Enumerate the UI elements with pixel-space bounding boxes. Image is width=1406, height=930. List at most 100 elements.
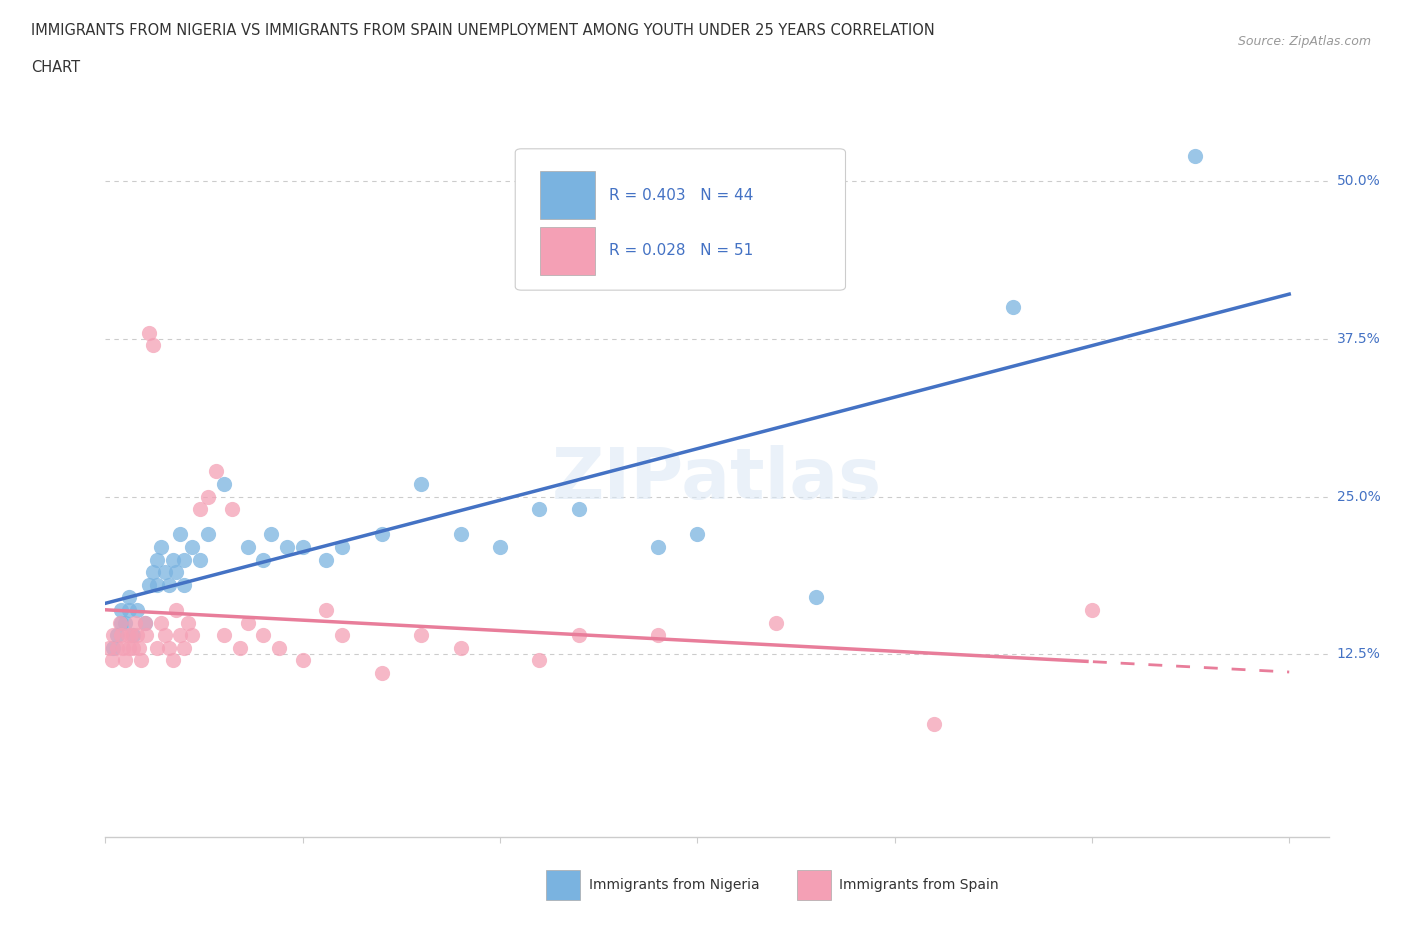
Point (169, 628, 191, 643)
Text: IMMIGRANTS FROM NIGERIA VS IMMIGRANTS FROM SPAIN UNEMPLOYMENT AMONG YOUTH UNDER : IMMIGRANTS FROM NIGERIA VS IMMIGRANTS FR… (31, 23, 935, 38)
Point (105, 628, 128, 643)
Point (529, 653, 551, 668)
Point (489, 539, 512, 554)
Text: Source: ZipAtlas.com: Source: ZipAtlas.com (1237, 35, 1371, 48)
Text: ZIPatlas: ZIPatlas (553, 445, 882, 514)
Point (98, 641, 121, 656)
Point (128, 641, 150, 656)
Point (149, 615, 172, 630)
Point (135, 628, 157, 643)
Point (197, 489, 219, 504)
Point (142, 565, 165, 579)
Point (315, 552, 337, 567)
Point (110, 615, 132, 630)
Point (260, 527, 283, 542)
Point (922, 716, 945, 731)
Text: 37.5%: 37.5% (1337, 332, 1381, 346)
Point (138, 578, 160, 592)
Point (804, 590, 827, 604)
Point (1001, 300, 1024, 315)
Point (111, 641, 134, 656)
Text: Immigrants from Nigeria: Immigrants from Nigeria (589, 878, 759, 893)
FancyBboxPatch shape (540, 227, 595, 275)
Point (647, 628, 669, 643)
Point (149, 539, 172, 554)
Point (205, 464, 228, 479)
Point (212, 476, 235, 491)
Point (236, 539, 259, 554)
Point (145, 578, 167, 592)
Point (134, 615, 156, 630)
Text: R = 0.403   N = 44: R = 0.403 N = 44 (609, 188, 754, 203)
Point (169, 527, 191, 542)
Point (276, 539, 298, 554)
Point (117, 628, 139, 643)
Point (114, 653, 136, 668)
Point (145, 552, 167, 567)
Point (108, 615, 131, 630)
Point (134, 615, 156, 630)
Point (166, 603, 188, 618)
Point (125, 603, 148, 618)
Point (252, 552, 274, 567)
Text: 12.5%: 12.5% (1337, 647, 1381, 661)
Point (236, 615, 259, 630)
Point (110, 603, 132, 618)
Point (1184, 149, 1206, 164)
Point (181, 539, 204, 554)
Point (100, 653, 122, 668)
Point (142, 338, 165, 352)
Point (330, 628, 353, 643)
Point (125, 628, 148, 643)
Point (252, 628, 274, 643)
Point (118, 590, 141, 604)
Point (181, 628, 204, 643)
Point (291, 539, 314, 554)
Text: Immigrants from Spain: Immigrants from Spain (839, 878, 1000, 893)
Point (1081, 603, 1104, 618)
Point (529, 501, 551, 516)
Point (118, 641, 141, 656)
Text: R = 0.028   N = 51: R = 0.028 N = 51 (609, 244, 754, 259)
Point (221, 501, 243, 516)
Point (122, 628, 145, 643)
FancyBboxPatch shape (546, 870, 581, 900)
Point (228, 641, 250, 656)
Point (568, 501, 591, 516)
FancyBboxPatch shape (797, 870, 831, 900)
Point (110, 628, 132, 643)
Point (162, 653, 184, 668)
Point (114, 615, 136, 630)
Point (188, 501, 211, 516)
Point (450, 641, 472, 656)
Point (370, 527, 392, 542)
Point (173, 641, 195, 656)
Point (153, 628, 176, 643)
FancyBboxPatch shape (515, 149, 845, 290)
Point (450, 527, 472, 542)
Point (197, 527, 219, 542)
Point (173, 552, 195, 567)
Point (411, 628, 433, 643)
Point (105, 641, 128, 656)
Point (177, 615, 200, 630)
Point (370, 666, 392, 681)
Point (166, 565, 188, 579)
Text: 25.0%: 25.0% (1337, 489, 1381, 503)
Point (162, 552, 184, 567)
FancyBboxPatch shape (540, 171, 595, 219)
Point (330, 539, 353, 554)
Point (267, 641, 290, 656)
Point (124, 615, 146, 630)
Point (122, 641, 145, 656)
Point (129, 653, 152, 668)
Point (157, 578, 180, 592)
Point (647, 539, 669, 554)
Point (120, 628, 142, 643)
Point (138, 326, 160, 340)
Point (118, 603, 141, 618)
Point (315, 603, 337, 618)
Point (686, 527, 709, 542)
Point (568, 628, 591, 643)
Point (157, 641, 180, 656)
